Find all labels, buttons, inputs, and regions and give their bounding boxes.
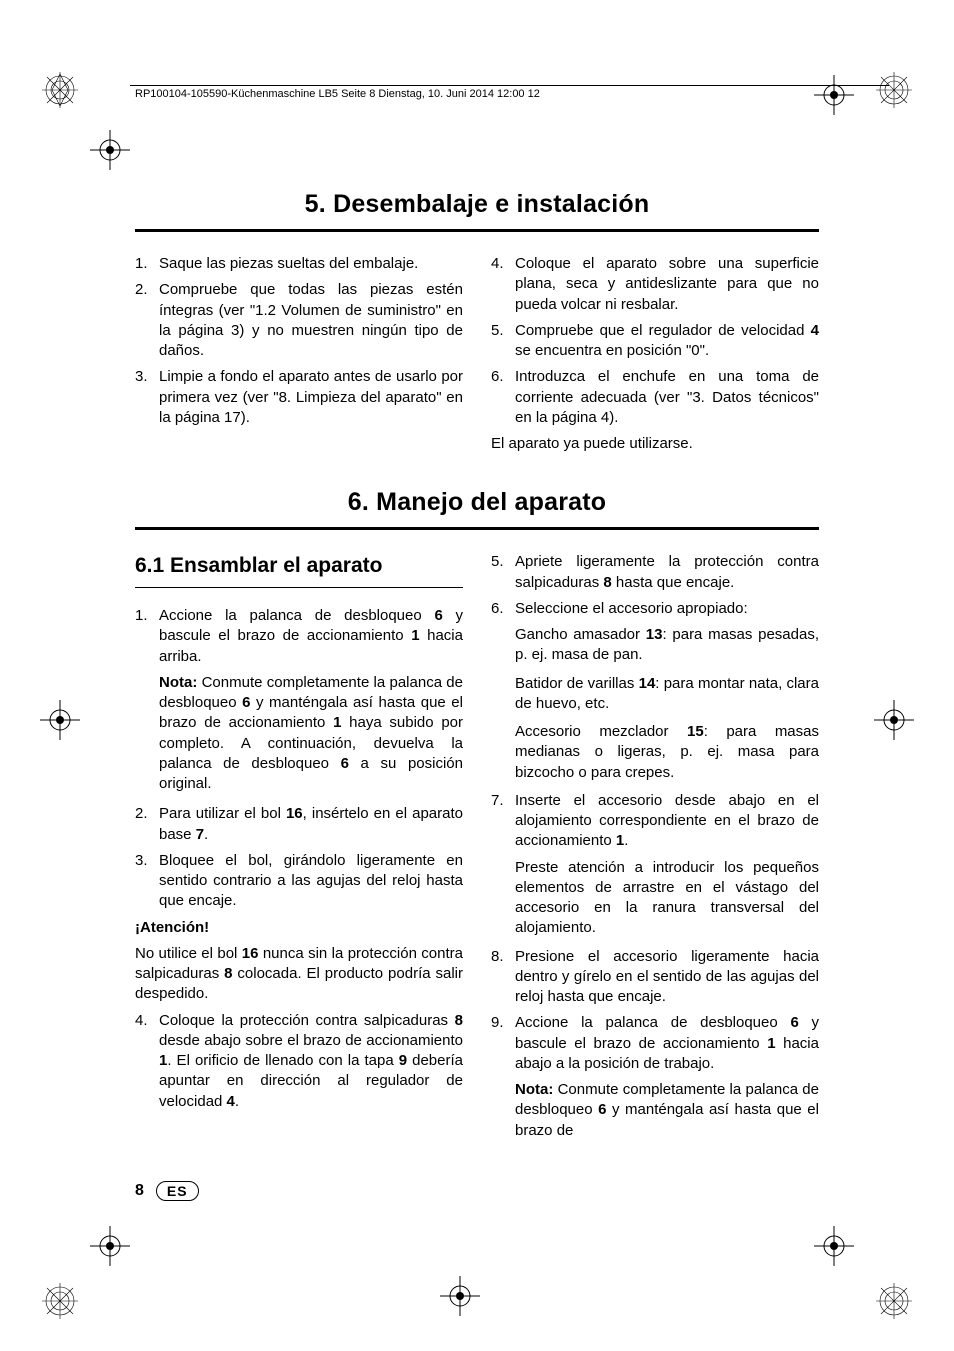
list-number: 2. xyxy=(135,804,159,845)
note-text: Preste atención a introducir los pequeño… xyxy=(515,858,819,939)
list-item: 7.Inserte el accesorio desde abajo en el… xyxy=(491,791,819,852)
accessory-text: Gancho amasador 13: para masas pesadas, … xyxy=(515,625,819,666)
accessory-text: Batidor de varillas 14: para montar nata… xyxy=(515,674,819,715)
list-number: 1. xyxy=(135,606,159,667)
note-text: Nota: Conmute completamente la palanca d… xyxy=(159,673,463,795)
list-number: 5. xyxy=(491,552,515,593)
list-text: Introduzca el enchufe en una toma de cor… xyxy=(515,367,819,428)
note-text: Nota: Conmute completamente la palanca d… xyxy=(515,1080,819,1141)
list-number: 6. xyxy=(491,599,515,619)
list-text: Presione el accesorio ligeramente hacia … xyxy=(515,947,819,1008)
section-6-left: 6.1 Ensamblar el aparato 1.Accione la pa… xyxy=(135,552,463,1147)
warning-heading: ¡Atención! xyxy=(135,918,463,938)
printer-mark-icon xyxy=(40,70,80,110)
list-text: Seleccione el accesorio apropiado: xyxy=(515,599,819,619)
list-item: 2.Compruebe que todas las piezas estén í… xyxy=(135,280,463,361)
list-number: 7. xyxy=(491,791,515,852)
crosshair-icon xyxy=(90,1226,130,1266)
section-5-columns: 1.Saque las piezas sueltas del embalaje.… xyxy=(135,254,819,460)
section-6-right: 5.Apriete ligeramente la protección cont… xyxy=(491,552,819,1147)
list-number: 4. xyxy=(135,1011,159,1112)
list-number: 3. xyxy=(135,851,159,912)
page-footer: 8 ES xyxy=(135,1181,199,1201)
section-6-title: 6. Manejo del aparato xyxy=(135,488,819,517)
list-item: 9.Accione la palanca de desbloqueo 6 y b… xyxy=(491,1013,819,1074)
section-5-title: 5. Desembalaje e instalación xyxy=(135,190,819,219)
subsection-rule xyxy=(135,587,463,589)
list-item: 3.Limpie a fondo el aparato antes de usa… xyxy=(135,367,463,428)
section-5-right: 4.Coloque el aparato sobre una superfici… xyxy=(491,254,819,460)
list-number: 8. xyxy=(491,947,515,1008)
crosshair-icon xyxy=(40,700,80,740)
list-number: 5. xyxy=(491,321,515,362)
section-5-left: 1.Saque las piezas sueltas del embalaje.… xyxy=(135,254,463,460)
list-item: 8.Presione el accesorio ligeramente haci… xyxy=(491,947,819,1008)
list-text: Apriete ligeramente la protección contra… xyxy=(515,552,819,593)
list-number: 2. xyxy=(135,280,159,361)
printer-mark-icon xyxy=(40,1281,80,1321)
list-item: 2.Para utilizar el bol 16, insértelo en … xyxy=(135,804,463,845)
printer-mark-icon xyxy=(874,1281,914,1321)
section-6: 6. Manejo del aparato 6.1 Ensamblar el a… xyxy=(135,488,819,1147)
crosshair-icon xyxy=(814,75,854,115)
header-rule xyxy=(130,85,889,86)
list-number: 3. xyxy=(135,367,159,428)
printer-mark-icon xyxy=(874,70,914,110)
running-head: RP100104-105590-Küchenmaschine LB5 Seite… xyxy=(135,88,540,100)
list-number: 6. xyxy=(491,367,515,428)
content-area: 5. Desembalaje e instalación 1.Saque las… xyxy=(135,190,819,1147)
list-item: 6.Seleccione el accesorio apropiado: xyxy=(491,599,819,619)
list-text: Compruebe que todas las piezas estén ínt… xyxy=(159,280,463,361)
list-text: Saque las piezas sueltas del embalaje. xyxy=(159,254,463,274)
list-item: 3.Bloquee el bol, girándolo ligeramente … xyxy=(135,851,463,912)
list-item: 5.Apriete ligeramente la protección cont… xyxy=(491,552,819,593)
list-number: 1. xyxy=(135,254,159,274)
list-text: Accione la palanca de desbloqueo 6 y bas… xyxy=(515,1013,819,1074)
list-text: Compruebe que el regulador de velocidad … xyxy=(515,321,819,362)
list-item: 4.Coloque el aparato sobre una superfici… xyxy=(491,254,819,315)
list-text: Coloque el aparato sobre una superficie … xyxy=(515,254,819,315)
list-item: 4.Coloque la protección contra salpicadu… xyxy=(135,1011,463,1112)
language-badge: ES xyxy=(156,1181,199,1201)
section-5-tail: El aparato ya puede utilizarse. xyxy=(491,434,819,454)
list-text: Bloquee el bol, girándolo ligeramente en… xyxy=(159,851,463,912)
list-number: 9. xyxy=(491,1013,515,1074)
crosshair-icon xyxy=(874,700,914,740)
list-text: Coloque la protección contra salpicadura… xyxy=(159,1011,463,1112)
crosshair-icon xyxy=(90,130,130,170)
list-text: Para utilizar el bol 16, insértelo en el… xyxy=(159,804,463,845)
warning-body: No utilice el bol 16 nunca sin la protec… xyxy=(135,944,463,1005)
page-number: 8 xyxy=(135,1182,144,1200)
list-text: Accione la palanca de desbloqueo 6 y bas… xyxy=(159,606,463,667)
crosshair-icon xyxy=(814,1226,854,1266)
accessory-text: Accesorio mezclador 15: para masas media… xyxy=(515,722,819,783)
section-rule xyxy=(135,527,819,530)
subsection-6-1-heading: 6.1 Ensamblar el aparato xyxy=(135,552,463,580)
list-item: 6.Introduzca el enchufe en una toma de c… xyxy=(491,367,819,428)
list-item: 1.Saque las piezas sueltas del embalaje. xyxy=(135,254,463,274)
list-item: 5.Compruebe que el regulador de velocida… xyxy=(491,321,819,362)
list-text: Limpie a fondo el aparato antes de usarl… xyxy=(159,367,463,428)
crosshair-icon xyxy=(440,1276,480,1316)
page: RP100104-105590-Küchenmaschine LB5 Seite… xyxy=(0,0,954,1351)
list-text: Inserte el accesorio desde abajo en el a… xyxy=(515,791,819,852)
list-number: 4. xyxy=(491,254,515,315)
list-item: 1.Accione la palanca de desbloqueo 6 y b… xyxy=(135,606,463,667)
section-rule xyxy=(135,229,819,232)
